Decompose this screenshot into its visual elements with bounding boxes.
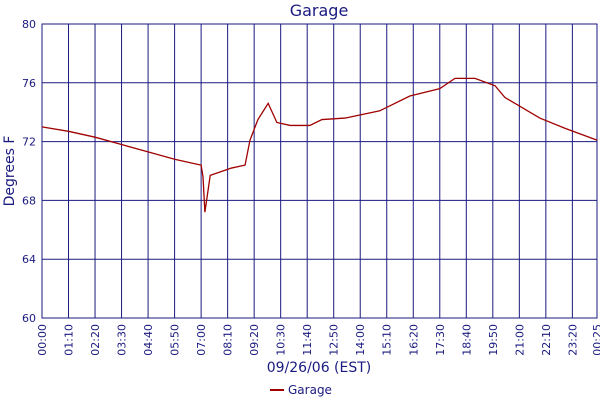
- x-tick-label: 07:00: [195, 324, 208, 356]
- x-tick-label: 15:10: [381, 324, 394, 356]
- x-tick-label: 23:20: [566, 324, 579, 356]
- x-tick-label: 11:40: [301, 324, 314, 356]
- y-tick-label: 72: [22, 136, 36, 149]
- y-tick-label: 76: [22, 77, 36, 90]
- x-tick-label: 03:30: [116, 324, 129, 356]
- x-tick-label: 00:25: [591, 324, 600, 356]
- chart-title: Garage: [290, 1, 349, 20]
- y-tick-label: 64: [22, 253, 36, 266]
- x-tick-label: 22:10: [540, 324, 553, 356]
- x-tick-label: 08:10: [222, 324, 235, 356]
- x-tick-label: 12:50: [328, 324, 341, 356]
- x-tick-label: 10:30: [275, 324, 288, 356]
- plot-area: [41, 23, 598, 319]
- x-axis-label: 09/26/06 (EST): [267, 360, 372, 376]
- x-tick-label: 01:10: [63, 324, 76, 356]
- x-tick-label: 00:00: [36, 324, 49, 356]
- x-tick-label: 21:00: [513, 324, 526, 356]
- x-tick-label: 18:40: [460, 324, 473, 356]
- y-tick-label: 68: [22, 194, 36, 207]
- legend-label: Garage: [288, 383, 332, 397]
- x-tick-label: 04:40: [142, 324, 155, 356]
- x-tick-label: 19:50: [487, 324, 500, 356]
- y-tick-label: 60: [22, 312, 36, 325]
- x-tick-label: 17:30: [434, 324, 447, 356]
- x-tick-label: 05:50: [169, 324, 182, 356]
- y-tick-label: 80: [22, 18, 36, 31]
- x-tick-label: 02:20: [89, 324, 102, 356]
- data-line: [41, 77, 598, 213]
- y-axis-label: Degrees F: [2, 136, 18, 207]
- x-tick-label: 16:20: [407, 324, 420, 356]
- x-tick-label: 09:20: [248, 324, 261, 356]
- x-tick-label: 14:00: [354, 324, 367, 356]
